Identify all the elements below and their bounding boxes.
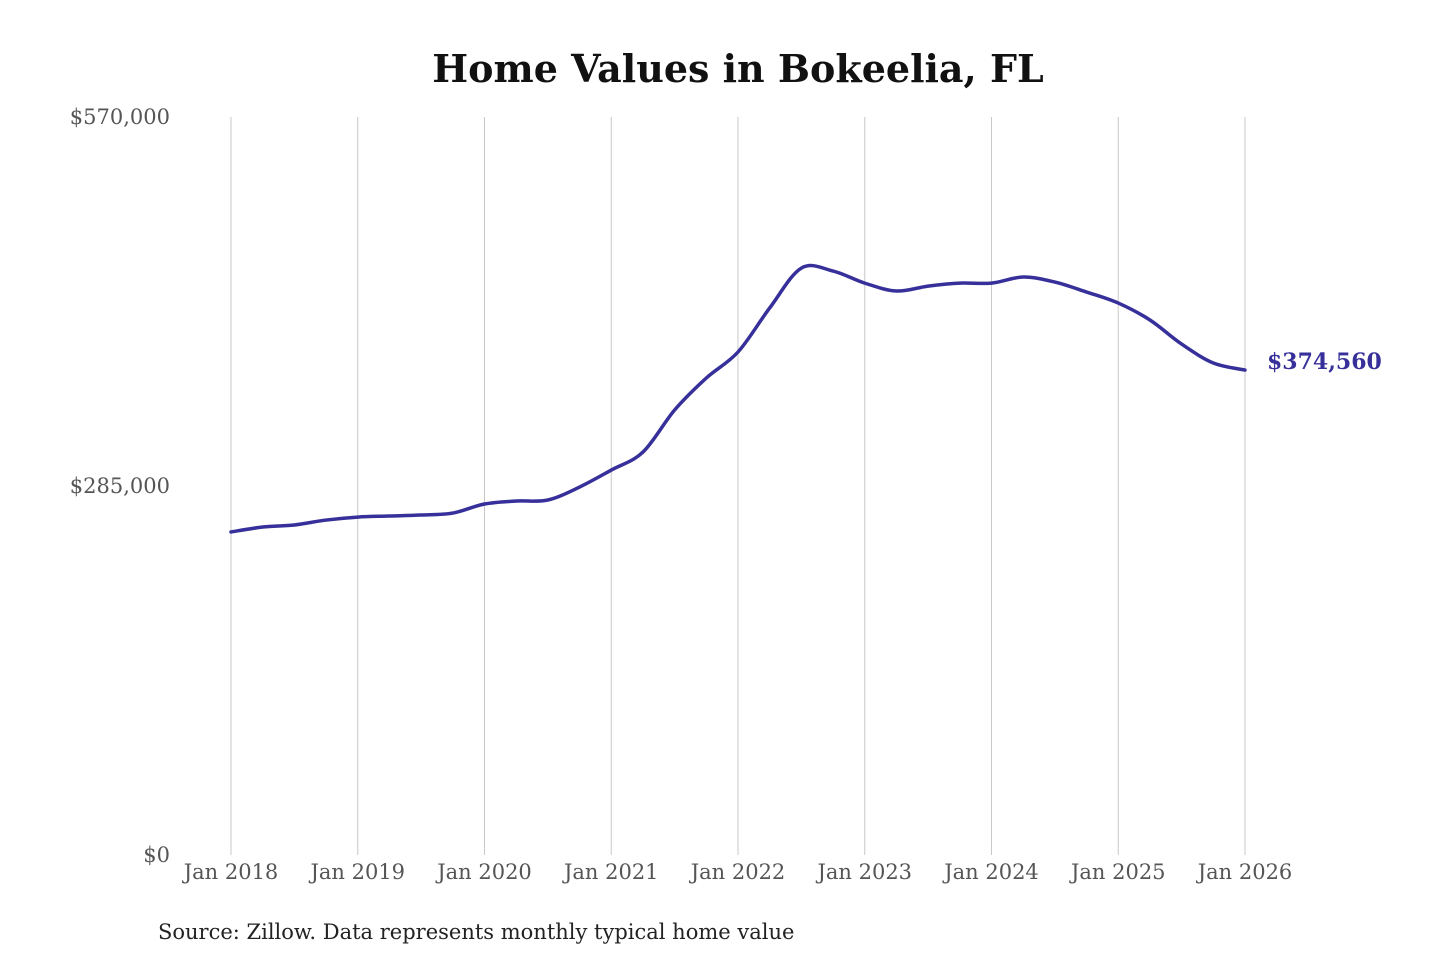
- y-tick-label: $285,000: [70, 474, 170, 498]
- x-tick-label: Jan 2021: [562, 860, 659, 884]
- x-tick-label: Jan 2019: [308, 860, 405, 884]
- x-tick-label: Jan 2022: [689, 860, 786, 884]
- series-line: [229, 263, 1247, 534]
- source-note: Source: Zillow. Data represents monthly …: [158, 920, 794, 944]
- y-tick-label: $570,000: [70, 105, 170, 129]
- x-tick-label: Jan 2020: [435, 860, 532, 884]
- end-value-label: $374,560: [1267, 349, 1382, 375]
- x-tick-label: Jan 2026: [1196, 860, 1293, 884]
- x-tick-label: Jan 2018: [182, 860, 279, 884]
- chart-title: Home Values in Bokeelia, FL: [432, 46, 1043, 91]
- x-tick-label: Jan 2024: [942, 860, 1039, 884]
- y-tick-label: $0: [143, 843, 170, 867]
- y-axis: $0 $285,000 $570,000: [70, 105, 170, 867]
- grid-lines: [230, 117, 1246, 855]
- x-tick-label: Jan 2025: [1069, 860, 1166, 884]
- x-tick-label: Jan 2023: [815, 860, 912, 884]
- x-axis: Jan 2018 Jan 2019 Jan 2020 Jan 2021 Jan 2022…: [182, 860, 1293, 884]
